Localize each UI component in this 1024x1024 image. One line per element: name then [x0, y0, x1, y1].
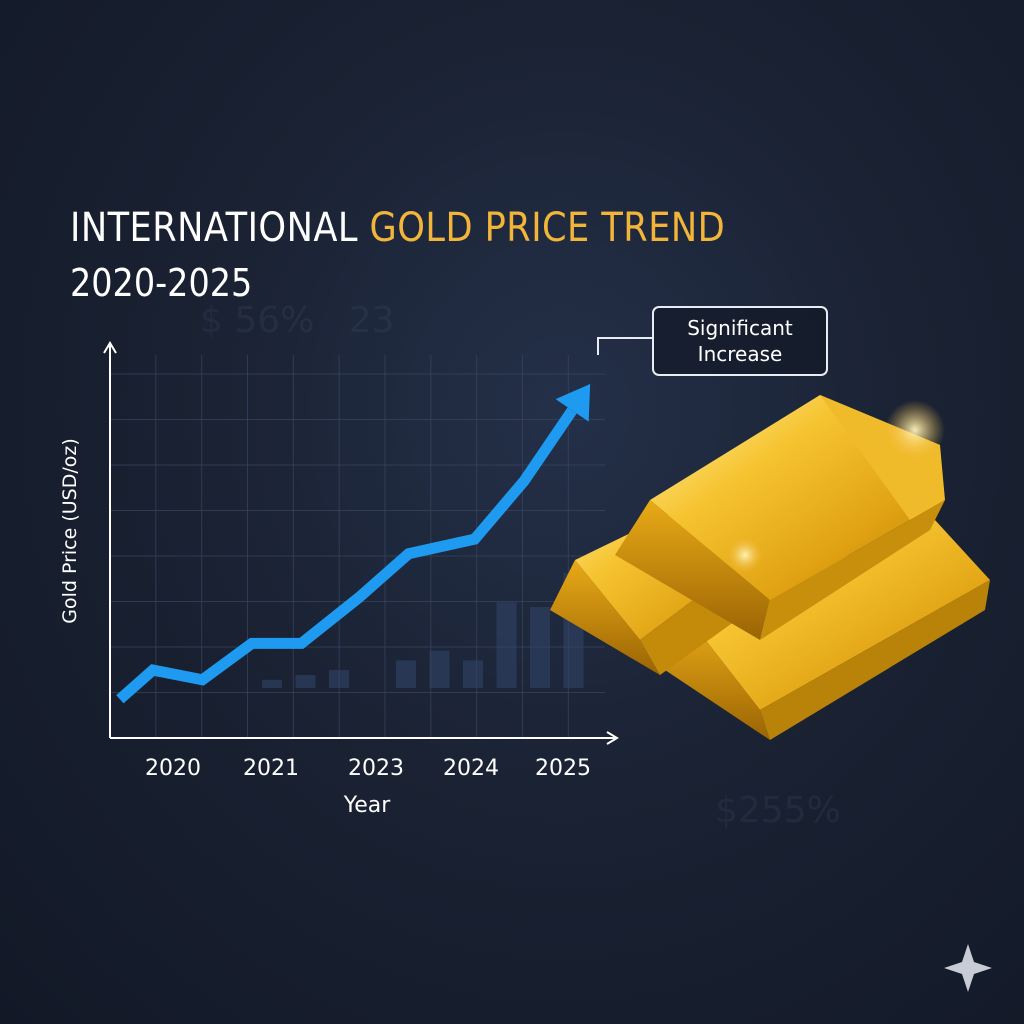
title-block: INTERNATIONAL GOLD PRICE TREND 2020-2025: [70, 205, 815, 305]
callout-text: Significant Increase: [687, 316, 793, 366]
trend-line: [116, 407, 577, 704]
background-decoration: $255%: [715, 790, 841, 831]
x-axis-arrow: [606, 731, 619, 745]
background-bar: [295, 674, 316, 688]
page-title: INTERNATIONAL GOLD PRICE TREND: [70, 205, 726, 251]
title-highlight: GOLD PRICE TREND: [369, 205, 726, 251]
x-tick-label: 2025: [535, 756, 591, 781]
x-tick-label: 2024: [443, 756, 499, 781]
background-bar: [396, 660, 416, 688]
y-axis-arrow: [103, 341, 117, 354]
y-axis-label: Gold Price (USD/oz): [59, 438, 81, 624]
page-subtitle: 2020-2025: [70, 261, 253, 305]
background-bar: [262, 679, 282, 688]
background-bar: [463, 660, 483, 688]
background-bar: [496, 602, 517, 688]
x-axis-label: Year: [343, 793, 391, 818]
sparkle-icon: [944, 944, 992, 992]
x-tick-label: 2020: [145, 756, 201, 781]
background-bar: [429, 650, 450, 688]
x-tick-label: 2021: [243, 756, 299, 781]
background-decoration: $ 56% 23: [200, 300, 395, 341]
callout-connector: [597, 337, 652, 355]
x-tick-label: 2023: [348, 756, 404, 781]
gold-bars-illustration: [550, 395, 990, 740]
trend-arrowhead: [555, 383, 591, 422]
callout-box: Significant Increase: [652, 306, 828, 376]
background-bar: [530, 607, 550, 688]
